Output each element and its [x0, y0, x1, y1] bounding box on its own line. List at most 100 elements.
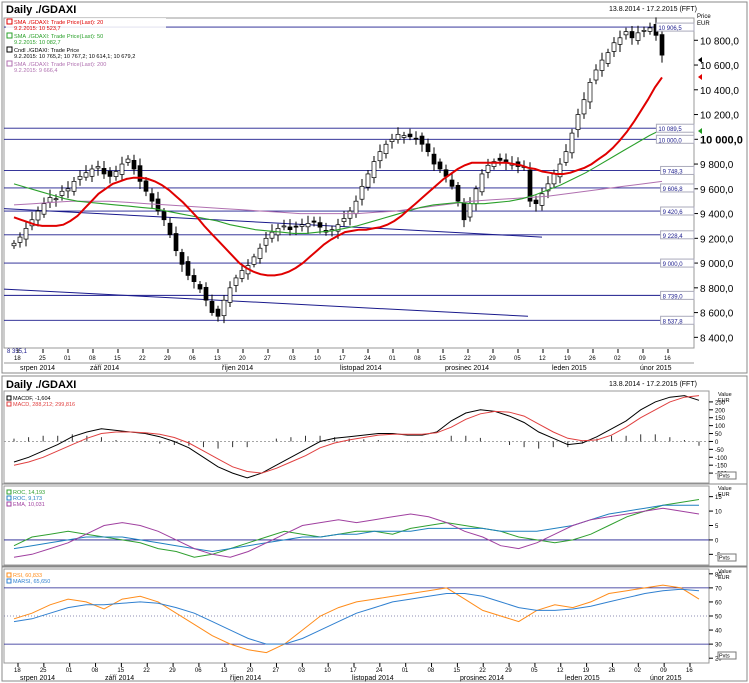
- candle: [221, 299, 227, 317]
- level-label-box: [660, 183, 695, 193]
- sma50-marker: [698, 128, 702, 134]
- month-label: listopad 2014: [352, 675, 394, 682]
- main-moving-averages: [13, 76, 663, 277]
- series-line: [13, 588, 700, 645]
- y-tick-label: 5: [715, 524, 719, 530]
- candle: [467, 203, 473, 218]
- candle: [107, 170, 113, 177]
- candle: [35, 210, 41, 221]
- main-axis-title-1: Price: [697, 14, 711, 20]
- main-trendlines: [3, 208, 543, 317]
- date-label: 17: [350, 668, 357, 674]
- date-label: 10: [314, 356, 321, 362]
- candle: [401, 135, 407, 138]
- candle: [377, 151, 383, 162]
- date-label: 10: [324, 668, 331, 674]
- y-tick-label: 10 800,0: [700, 36, 739, 47]
- level-label: 9 606,8: [663, 187, 684, 193]
- sma50-line: [13, 128, 663, 234]
- legend-label: EMA, 10,031: [13, 502, 45, 508]
- date-label: 15: [114, 356, 121, 362]
- date-label: 22: [139, 356, 146, 362]
- candle: [311, 220, 317, 223]
- candle: [581, 99, 587, 115]
- date-label: 18: [14, 668, 21, 674]
- candle: [41, 203, 47, 215]
- level-label: 8 537,8: [663, 319, 684, 325]
- month-label: leden 2015: [565, 675, 600, 682]
- trendline-lower: [3, 288, 529, 317]
- month-label: říjen 2014: [230, 675, 261, 682]
- candle: [185, 261, 191, 276]
- y-tick-label: 10 000,0: [700, 134, 743, 146]
- sma200-line: [13, 180, 663, 215]
- candle: [137, 165, 143, 182]
- candle: [563, 151, 569, 163]
- date-label: 02: [634, 668, 641, 674]
- main-level-labels: 10 906,5 10 089,5 10 000,0 9 748,3 9 606,8 9 …: [655, 22, 695, 325]
- series-line: [13, 507, 700, 558]
- date-label: 27: [272, 668, 279, 674]
- candle: [587, 82, 593, 103]
- axis-title: Value: [718, 392, 732, 398]
- candle: [53, 198, 59, 201]
- candle: [455, 184, 461, 202]
- macd-plot[interactable]: [3, 390, 710, 484]
- candle: [419, 135, 425, 145]
- legend-value: 9.2.2015: 9 666,4: [14, 68, 58, 74]
- main-range: 13.8.2014 - 17.2.2015 (FFT): [609, 6, 697, 13]
- candle: [263, 237, 269, 246]
- legend-label: ROC, 9,173: [13, 496, 42, 502]
- candle: [611, 42, 617, 52]
- candle: [479, 173, 485, 193]
- legend-label: MACD, 288,212; 299,816: [13, 402, 75, 408]
- candle: [143, 180, 149, 192]
- month-label: září 2014: [105, 675, 134, 682]
- level-label-box: [660, 230, 695, 240]
- candle: [233, 277, 239, 286]
- y-tick-label: 9 400,0: [700, 210, 734, 221]
- date-label: 17: [339, 356, 346, 362]
- legend-label: RSI, 60,833: [13, 573, 42, 579]
- level-label-box: [660, 315, 695, 325]
- level-label: 10 906,5: [658, 26, 682, 32]
- date-label: 24: [364, 356, 371, 362]
- candle: [545, 183, 551, 192]
- date-label: 29: [505, 668, 512, 674]
- date-label: 26: [589, 356, 596, 362]
- last-price-marker: [698, 57, 702, 63]
- level-label-box: [660, 206, 695, 216]
- candle: [473, 188, 479, 205]
- legend-bg: [6, 18, 166, 76]
- candle: [119, 163, 125, 175]
- level-label: 9 228,4: [663, 234, 684, 240]
- roc-plot[interactable]: [3, 485, 710, 566]
- date-label: 29: [164, 356, 171, 362]
- axis-title: EUR: [718, 398, 730, 404]
- main-y-axis: 10 800,0 10 600,0 10 400,0 10 200,0 10 000,0…: [694, 36, 743, 344]
- candle: [173, 233, 179, 252]
- month-label: prosinec 2014: [460, 675, 504, 682]
- candle: [383, 143, 389, 155]
- level-label-box: [655, 123, 695, 133]
- date-label: 01: [402, 668, 409, 674]
- legend-label: SMA ./GDAXI: Trade Price(Last): 200: [14, 62, 106, 68]
- candle: [77, 176, 83, 180]
- candle: [83, 172, 89, 178]
- candle: [47, 197, 53, 203]
- date-label: 09: [639, 356, 646, 362]
- month-label: prosinec 2014: [445, 365, 489, 372]
- candle: [131, 159, 137, 170]
- y-tick-label: 40: [715, 629, 722, 635]
- axis-title: EUR: [718, 492, 730, 498]
- date-label: 25: [39, 356, 46, 362]
- level-label-box: [660, 290, 695, 300]
- candle: [635, 32, 641, 41]
- month-label: únor 2015: [640, 365, 672, 372]
- candle: [89, 168, 95, 177]
- date-label: 08: [89, 356, 96, 362]
- main-title: Daily ./GDAXI: [6, 4, 76, 16]
- candle: [497, 157, 503, 161]
- candle: [161, 211, 167, 221]
